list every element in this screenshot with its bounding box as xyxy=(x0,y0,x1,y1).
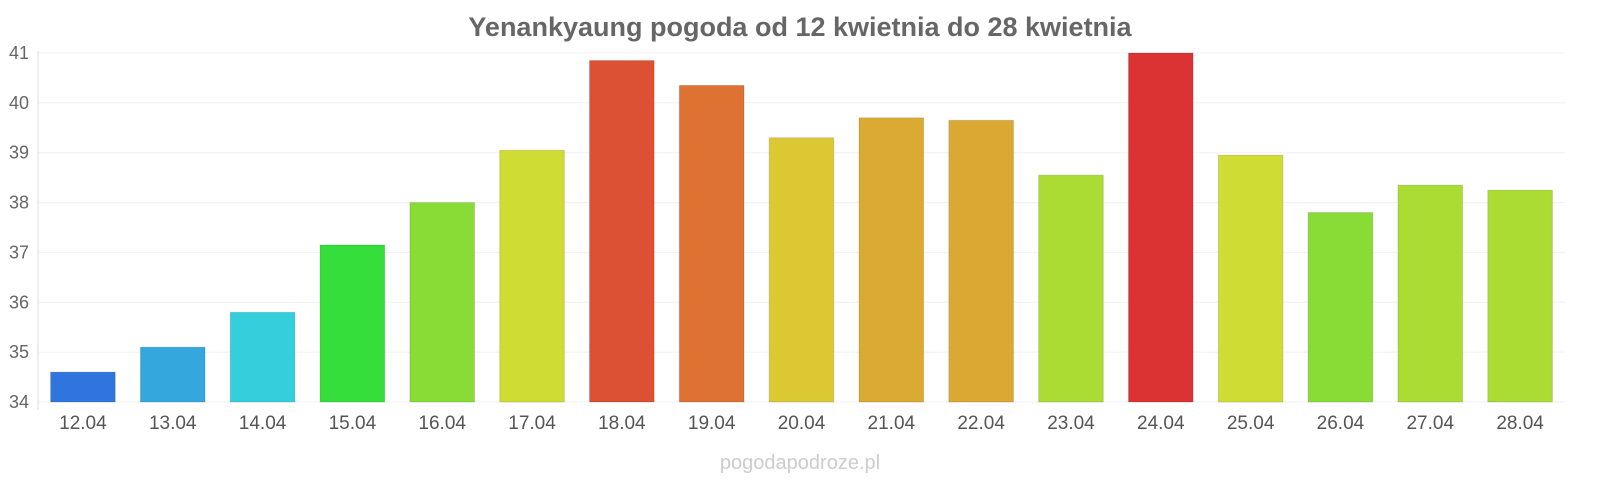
bar-21.04 xyxy=(858,117,925,403)
y-tick-label: 37 xyxy=(9,242,29,262)
bar-25.04 xyxy=(1217,154,1284,403)
bar-16.04 xyxy=(409,202,476,403)
x-tick-label: 13.04 xyxy=(149,413,197,434)
bar-12.04 xyxy=(50,371,116,403)
y-tick-label: 41 xyxy=(9,43,29,63)
x-tick-label: 16.04 xyxy=(418,413,466,434)
y-tick-label: 36 xyxy=(9,292,29,312)
x-tick-label: 12.04 xyxy=(59,413,107,434)
bar-14.04 xyxy=(229,311,296,403)
x-tick-label: 20.04 xyxy=(778,413,826,434)
bar-17.04 xyxy=(499,149,565,403)
bar-18.04 xyxy=(589,59,655,403)
x-tick-label: 25.04 xyxy=(1227,413,1275,434)
x-tick-label: 14.04 xyxy=(239,413,287,434)
bar-20.04 xyxy=(768,137,835,403)
bar-28.04 xyxy=(1487,189,1553,403)
bars xyxy=(50,52,1553,403)
x-tick-label: 21.04 xyxy=(868,413,916,434)
x-tick-label: 28.04 xyxy=(1496,413,1544,434)
x-tick-label: 23.04 xyxy=(1047,413,1095,434)
source-watermark: pogodapodroze.pl xyxy=(720,452,880,474)
bar-24.04 xyxy=(1127,52,1194,403)
y-tick-label: 35 xyxy=(9,342,29,362)
x-tick-label: 27.04 xyxy=(1406,413,1454,434)
bar-19.04 xyxy=(678,84,745,403)
x-axis-ticks: 12.04 13.04 14.04 15.04 16.04 17.04 18.04 19.04… xyxy=(59,413,1544,434)
y-tick-label: 39 xyxy=(9,143,29,163)
bar-13.04 xyxy=(139,346,206,403)
x-tick-label: 17.04 xyxy=(508,413,556,434)
bar-22.04 xyxy=(948,119,1014,403)
bar-15.04 xyxy=(319,244,386,403)
x-tick-label: 18.04 xyxy=(598,413,646,434)
y-axis-ticks: 34 35 36 37 38 39 40 41 xyxy=(9,43,29,412)
bar-26.04 xyxy=(1307,212,1374,403)
bar-27.04 xyxy=(1397,184,1464,403)
x-tick-label: 19.04 xyxy=(688,413,736,434)
y-tick-label: 34 xyxy=(9,392,29,412)
x-tick-label: 15.04 xyxy=(329,413,377,434)
chart-title: Yenankyaung pogoda od 12 kwietnia do 28 … xyxy=(468,12,1132,42)
y-tick-label: 40 xyxy=(9,93,29,113)
x-tick-label: 24.04 xyxy=(1137,413,1185,434)
y-tick-label: 38 xyxy=(9,193,29,213)
x-tick-label: 26.04 xyxy=(1317,413,1365,434)
x-tick-label: 22.04 xyxy=(957,413,1005,434)
bar-23.04 xyxy=(1038,174,1104,403)
